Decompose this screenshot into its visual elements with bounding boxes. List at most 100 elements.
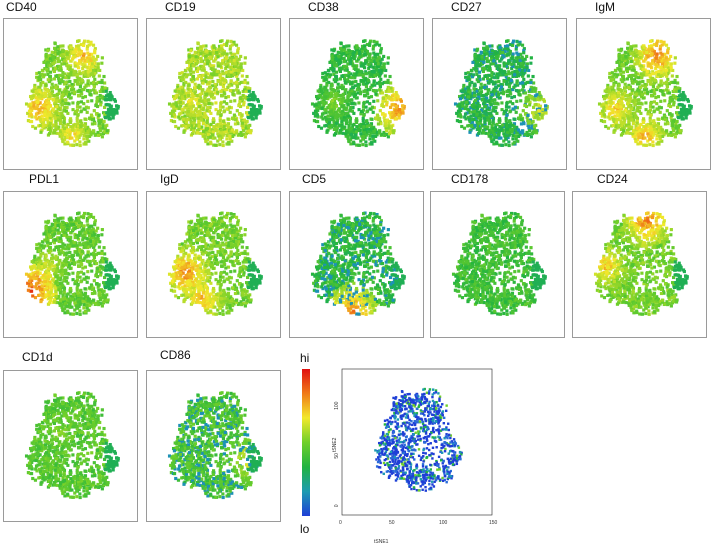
cell-point: [223, 121, 227, 126]
cell-point: [37, 85, 41, 89]
cell-point: [476, 101, 480, 105]
cell-point: [473, 94, 477, 98]
cell-point: [372, 106, 376, 110]
cell-point: [507, 143, 511, 148]
cell-point: [388, 74, 392, 79]
cell-point: [520, 68, 525, 72]
cell-point: [362, 39, 366, 43]
cell-point: [513, 73, 517, 77]
cell-point: [179, 104, 183, 108]
cell-point: [102, 119, 106, 124]
cell-point: [77, 94, 81, 98]
cell-point: [521, 59, 525, 63]
cell-point: [251, 109, 255, 113]
cell-point: [464, 71, 468, 76]
cell-point: [629, 64, 633, 68]
cell-point: [194, 55, 198, 59]
cell-point: [231, 92, 235, 96]
cell-point: [610, 115, 614, 119]
cell-point: [635, 121, 639, 125]
cell-point: [91, 131, 96, 135]
cell-point: [484, 131, 488, 135]
cell-point: [613, 114, 617, 118]
cell-point: [212, 64, 216, 68]
cell-point: [325, 94, 330, 98]
cell-point: [628, 105, 632, 109]
cell-point: [233, 99, 237, 103]
cell-point: [207, 109, 211, 113]
cell-point: [351, 92, 355, 96]
cell-point: [498, 88, 502, 92]
cell-point: [30, 89, 34, 93]
cell-point: [197, 83, 201, 87]
cell-point: [638, 74, 643, 78]
cell-point: [366, 92, 370, 96]
cell-point: [48, 104, 52, 108]
cell-point: [169, 111, 173, 115]
cell-point: [357, 143, 361, 147]
cell-point: [189, 105, 193, 109]
cell-point: [246, 129, 250, 133]
cell-point: [42, 60, 46, 64]
cell-point: [370, 130, 374, 135]
cell-point: [365, 90, 369, 94]
cell-point: [199, 60, 203, 64]
cell-point: [38, 75, 42, 79]
cell-point: [50, 86, 54, 90]
cell-point: [476, 54, 480, 58]
cell-point: [65, 55, 69, 59]
cell-point: [667, 91, 671, 95]
cell-point: [96, 66, 100, 70]
cell-point: [231, 116, 235, 120]
cell-point: [176, 83, 180, 88]
cell-point: [527, 93, 531, 98]
cell-point: [52, 85, 56, 89]
cell-point: [318, 106, 322, 110]
cell-point: [370, 73, 374, 77]
cell-point: [73, 64, 77, 68]
cell-point: [392, 103, 397, 107]
cell-point: [485, 64, 489, 68]
cell-point: [375, 58, 379, 62]
cell-point: [365, 51, 369, 55]
cell-point: [384, 121, 388, 125]
cell-point: [390, 89, 394, 93]
cell-point: [646, 109, 651, 114]
cell-point: [212, 45, 216, 49]
cell-point: [225, 87, 229, 92]
cell-point: [530, 124, 534, 128]
cell-point: [78, 133, 82, 137]
cell-point: [640, 76, 644, 80]
cell-point: [350, 81, 354, 85]
cell-point: [237, 57, 241, 61]
cell-point: [66, 122, 70, 126]
cell-point: [491, 62, 496, 66]
cell-point: [208, 129, 212, 133]
cell-point: [666, 71, 670, 76]
cell-point: [376, 114, 380, 119]
cell-point: [502, 109, 507, 114]
cell-point: [76, 101, 80, 106]
cell-point: [640, 92, 645, 97]
cell-point: [219, 135, 223, 139]
cell-point: [371, 65, 375, 69]
cell-point: [198, 109, 202, 113]
cell-point: [665, 88, 669, 92]
cell-point: [37, 107, 41, 111]
cell-point: [65, 52, 69, 56]
cell-point: [220, 47, 224, 51]
cell-point: [207, 76, 211, 80]
cell-point: [491, 89, 495, 93]
cell-point: [240, 113, 244, 117]
cell-point: [184, 110, 188, 114]
cell-point: [654, 66, 658, 70]
cell-point: [480, 98, 485, 102]
cell-point: [340, 83, 344, 87]
cell-point: [372, 79, 376, 83]
cell-point: [60, 62, 64, 66]
cell-point: [619, 114, 623, 118]
cell-point: [58, 121, 62, 125]
cell-point: [57, 88, 61, 92]
cell-point: [369, 141, 373, 145]
cell-point: [211, 130, 215, 134]
